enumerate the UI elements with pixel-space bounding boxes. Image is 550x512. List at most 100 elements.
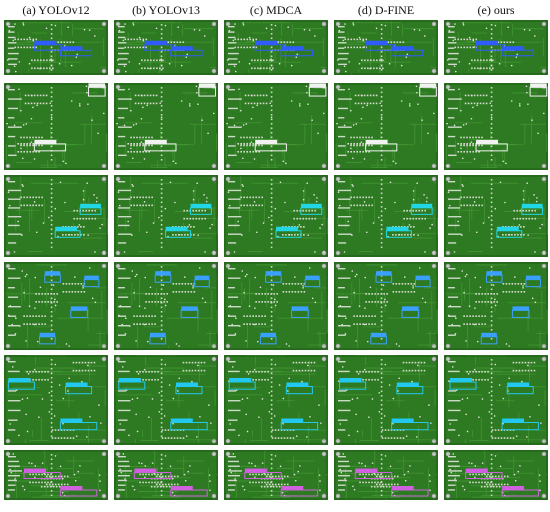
detection-box	[465, 468, 503, 479]
detection-box	[506, 382, 534, 395]
detection-box	[259, 332, 277, 345]
detection-box	[39, 332, 56, 345]
row-2-pcb-col-5	[444, 83, 548, 170]
detection-box	[54, 226, 81, 238]
row-4-pcb-col-1	[4, 262, 108, 350]
detection-box	[521, 203, 544, 215]
detection-box	[198, 83, 217, 97]
detection-box	[391, 418, 429, 431]
pcb-image	[224, 355, 328, 445]
column-header-1: (a) YOLOv12	[22, 3, 90, 17]
row-2-pcb-col-3	[224, 83, 328, 170]
detection-box	[244, 468, 282, 479]
detection-box	[175, 382, 203, 395]
pcb-image	[114, 83, 218, 170]
detection-box	[354, 468, 393, 479]
detection-box	[79, 203, 102, 215]
row-4-pcb-col-4	[334, 262, 438, 350]
pcb-image	[114, 450, 218, 500]
row-5-pcb-col-1	[4, 355, 108, 445]
detection-box	[308, 83, 327, 97]
detection-box	[391, 46, 424, 57]
detection-box	[511, 306, 530, 318]
row-5-pcb-col-4	[334, 355, 438, 445]
detection-box	[410, 203, 433, 215]
pcb-image	[114, 262, 218, 350]
pcb-image	[334, 262, 438, 350]
pcb-image	[114, 20, 218, 75]
detection-box	[144, 139, 177, 152]
row-1-pcb-col-1	[4, 20, 108, 75]
detection-box	[44, 271, 61, 283]
row-1-pcb-col-5	[444, 20, 548, 75]
detection-box	[280, 46, 313, 57]
pcb-image	[224, 450, 328, 500]
row-3-pcb-col-5	[444, 175, 548, 257]
detection-box	[180, 306, 199, 318]
detection-box	[87, 83, 106, 97]
row-3-pcb-col-2	[114, 175, 218, 257]
column-header-2: (b) YOLOv13	[132, 3, 200, 17]
column-header-3: (c) MDCA	[249, 3, 303, 17]
detection-box	[23, 468, 61, 479]
pcb-image	[224, 83, 328, 170]
detection-box	[529, 83, 548, 97]
pcb-image	[334, 20, 438, 75]
detection-box	[59, 46, 93, 57]
row-6-pcb-col-4	[334, 450, 438, 500]
pcb-image	[4, 262, 108, 350]
detection-box	[275, 226, 302, 238]
row-2-pcb-col-2	[114, 83, 218, 170]
pcb-image	[334, 355, 438, 445]
row-2-pcb-col-4	[334, 83, 438, 170]
pcb-image	[444, 83, 548, 170]
detection-box	[385, 226, 412, 238]
detection-box	[415, 275, 431, 288]
row-4-pcb-col-2	[114, 262, 218, 350]
row-3-pcb-col-4	[334, 175, 438, 257]
detection-box	[194, 275, 210, 288]
pcb-image	[334, 83, 438, 170]
detection-box	[280, 486, 319, 497]
detection-box	[228, 378, 256, 390]
detection-box	[33, 139, 67, 152]
detection-box	[154, 271, 172, 283]
detection-box	[280, 418, 319, 431]
detection-box	[170, 486, 208, 497]
detection-box	[485, 271, 503, 283]
detection-box	[419, 83, 437, 97]
detection-box	[525, 275, 542, 288]
detection-box	[501, 46, 534, 57]
pcb-image	[4, 83, 108, 170]
detection-box	[83, 275, 100, 288]
detection-box	[70, 306, 88, 318]
row-5-pcb-col-2	[114, 355, 218, 445]
column-header-4: (d) D-FINE	[357, 3, 415, 17]
detection-box	[480, 332, 498, 345]
row-6-pcb-col-2	[114, 450, 218, 500]
pcb-image	[444, 355, 548, 445]
pcb-image	[334, 175, 438, 257]
row-6-pcb-col-5	[444, 450, 548, 500]
pcb-image	[224, 175, 328, 257]
detection-box	[149, 332, 167, 345]
detection-box	[59, 486, 98, 497]
pcb-image	[114, 355, 218, 445]
pcb-image	[4, 355, 108, 445]
detection-box	[496, 226, 523, 238]
pcb-image	[444, 262, 548, 350]
row-5-pcb-col-5	[444, 355, 548, 445]
detection-box	[449, 378, 477, 390]
pcb-image	[114, 175, 218, 257]
detection-box	[401, 306, 420, 318]
detection-box	[165, 226, 192, 238]
detection-box	[265, 271, 282, 283]
detection-box	[65, 382, 93, 395]
row-6-pcb-col-3	[224, 450, 328, 500]
pcb-image	[4, 450, 108, 500]
detection-box	[375, 271, 393, 283]
detection-box	[7, 378, 35, 390]
pcb-image	[444, 175, 548, 257]
pcb-image	[4, 20, 108, 75]
